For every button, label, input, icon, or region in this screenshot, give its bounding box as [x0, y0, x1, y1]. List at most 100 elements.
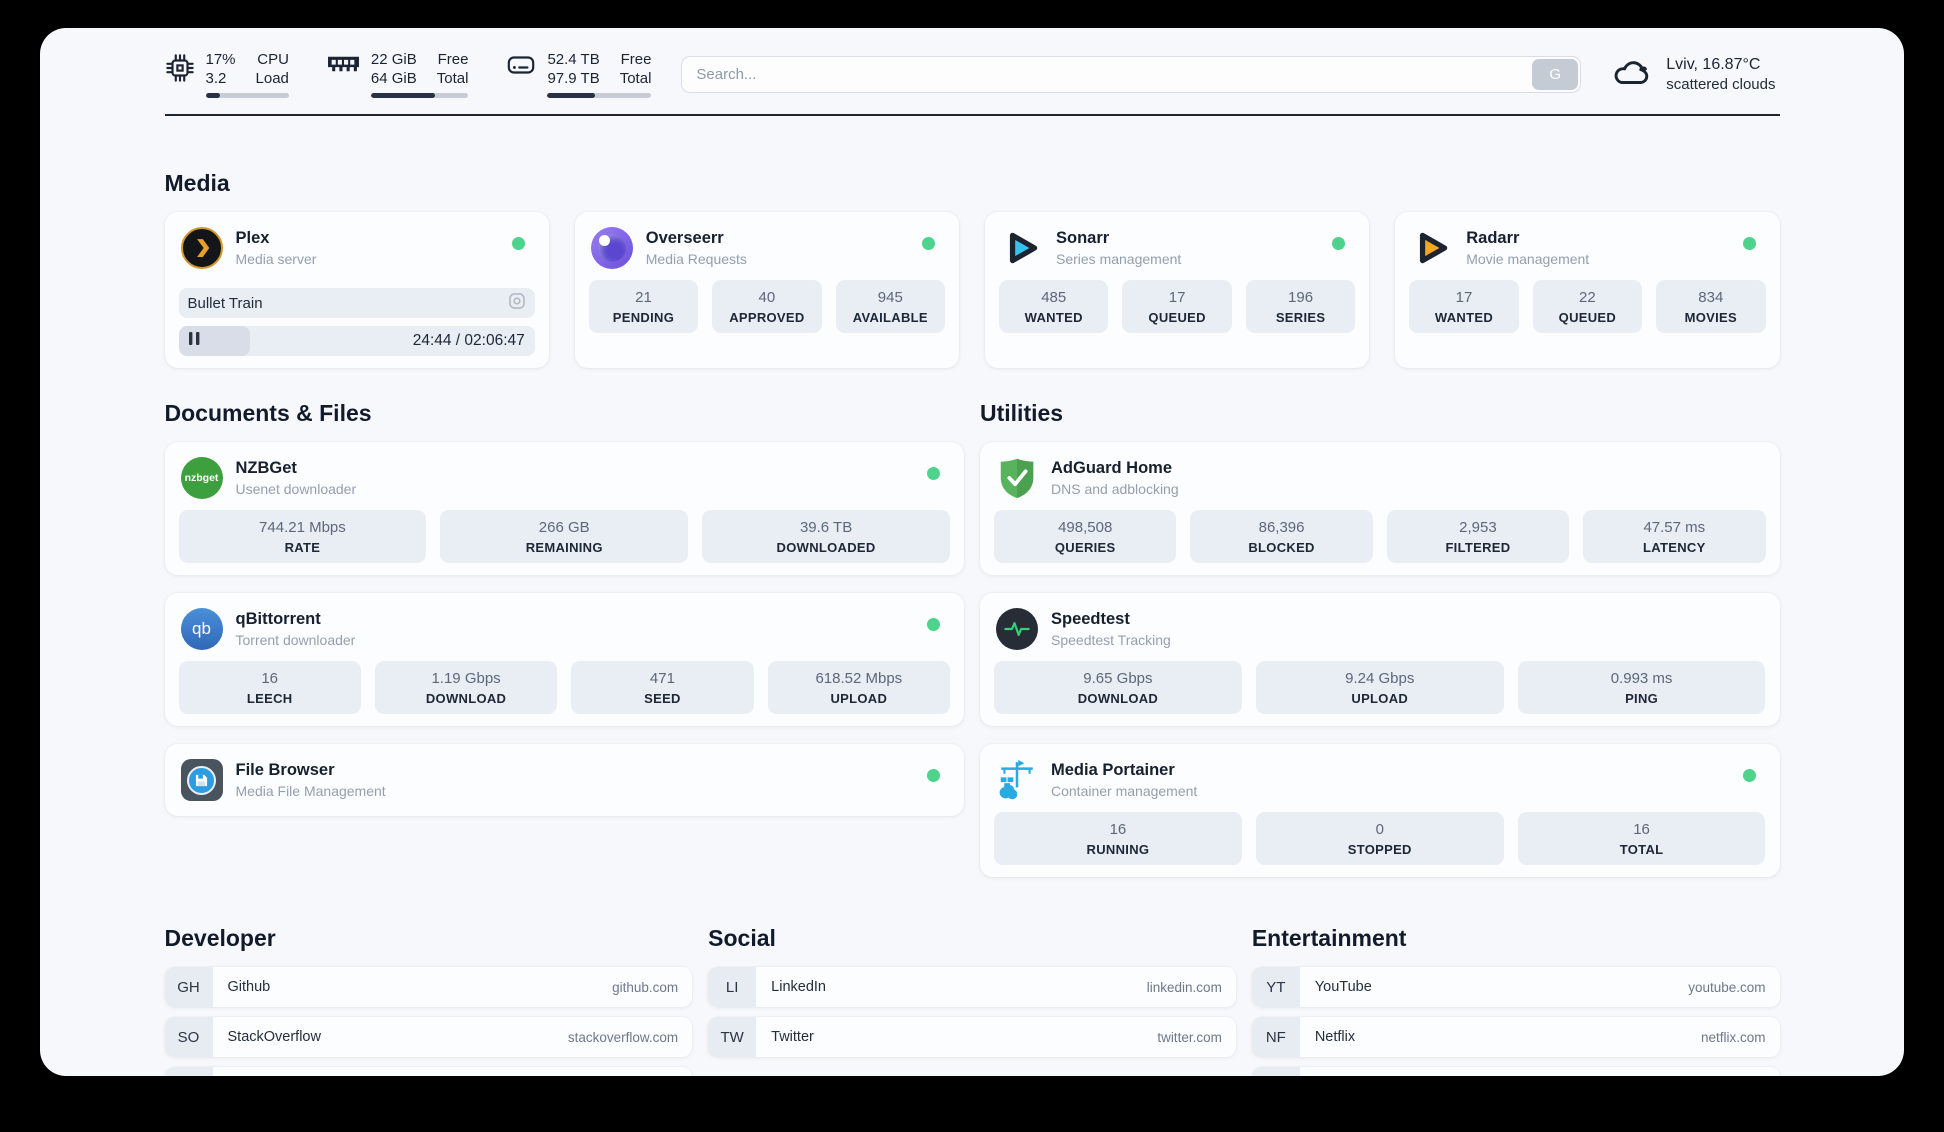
- disk-free-value: 52.4 TB: [547, 51, 600, 68]
- speedtest-icon: [996, 608, 1038, 650]
- stat-value: 744.21 Mbps: [259, 519, 346, 536]
- bookmark-url: netflix.com: [1700, 1029, 1766, 1045]
- app-card-plex[interactable]: Plex Media server Bullet Train: [164, 212, 549, 368]
- stat-ping: 0.993 ms PING: [1517, 661, 1766, 714]
- bookmark-reddit[interactable]: RE Reddit reddit.com: [1251, 1067, 1780, 1076]
- stat-value: 17: [1168, 289, 1186, 306]
- search-engine-button[interactable]: G: [1532, 58, 1579, 90]
- cloud-icon: [1611, 56, 1653, 93]
- stat-wanted: 17 WANTED: [1409, 280, 1519, 333]
- search-input[interactable]: [681, 55, 1582, 93]
- app-card-nzbget[interactable]: nzbget NZBGet Usenet downloader 744.21 M…: [164, 442, 964, 575]
- section-utilities: Utilities AdGuard Home: [980, 400, 1780, 877]
- disk-progress-bar: [547, 93, 652, 98]
- stat-label: FILTERED: [1445, 540, 1511, 555]
- app-description: Series management: [1056, 251, 1182, 267]
- stat-label: REMAINING: [525, 540, 603, 555]
- disk-progress-fill: [547, 93, 596, 98]
- memory-widget-body: 22 GiB Free 64 GiB Total: [370, 50, 469, 98]
- app-card-filebrowser[interactable]: File Browser Media File Management: [164, 744, 964, 816]
- stat-value: 22: [1579, 289, 1596, 306]
- status-dot-online: [922, 237, 935, 250]
- disk-widget: 52.4 TB Free 97.9 TB Total: [506, 50, 652, 98]
- stat-value: 40: [758, 289, 776, 306]
- bookmark-stackoverflow[interactable]: SO StackOverflow stackoverflow.com: [164, 1017, 693, 1057]
- portainer-icon: [996, 759, 1038, 801]
- bookmark-abbr: LI: [708, 967, 757, 1007]
- nzbget-titles: NZBGet Usenet downloader: [236, 459, 357, 497]
- status-dot-online: [1332, 237, 1346, 250]
- sonarr-icon: [1001, 227, 1043, 269]
- stat-label: BLOCKED: [1248, 540, 1315, 555]
- plex-time-text: 24:44 / 02:06:47: [412, 332, 525, 349]
- app-card-radarr[interactable]: Radarr Movie management 17 WANTED 22 QUE…: [1395, 212, 1780, 368]
- bookmark-group-social: Social LI LinkedIn linkedin.com TW Twitt…: [708, 925, 1236, 1076]
- stat-label: QUEUED: [1558, 310, 1617, 325]
- disk-total-label: Total: [619, 70, 652, 87]
- bookmark-abbr: RE: [1251, 1067, 1300, 1076]
- app-card-adguard[interactable]: AdGuard Home DNS and adblocking 498,508 …: [980, 442, 1780, 575]
- plex-icon: [180, 227, 223, 269]
- app-card-portainer[interactable]: Media Portainer Container management 16 …: [980, 744, 1780, 877]
- stat-label: SEED: [644, 691, 681, 706]
- qbittorrent-titles: qBittorrent Torrent downloader: [236, 610, 356, 648]
- app-description: Usenet downloader: [235, 481, 357, 497]
- disk-total-value: 97.9 TB: [547, 70, 600, 87]
- stat-available: 945 AVAILABLE: [835, 280, 946, 333]
- section-title-utilities: Utilities: [980, 400, 1064, 426]
- section-title-media: Media: [164, 170, 230, 196]
- stat-queued: 22 QUEUED: [1532, 280, 1643, 333]
- stat-value: 2,953: [1459, 519, 1497, 536]
- app-card-sonarr[interactable]: Sonarr Series management 485 WANTED 17 Q…: [985, 212, 1370, 368]
- stat-value: 498,508: [1058, 519, 1113, 536]
- app-description: Speedtest Tracking: [1051, 632, 1171, 648]
- plex-progress-bar: 24:44 / 02:06:47: [178, 326, 535, 356]
- disk-free-label: Free: [620, 51, 652, 68]
- stat-value: 9.65 Gbps: [1083, 670, 1153, 687]
- disk-icon: [506, 53, 536, 82]
- system-widgets: 17% CPU 3.2 Load: [165, 50, 652, 98]
- app-card-overseerr[interactable]: Overseerr Media Requests 21 PENDING 40 A…: [574, 212, 959, 368]
- header-divider: [164, 114, 1780, 116]
- bookmark-netflix[interactable]: NF Netflix netflix.com: [1251, 1017, 1780, 1057]
- pause-icon[interactable]: [188, 332, 200, 350]
- app-card-qbittorrent[interactable]: qb qBittorrent Torrent downloader 16 LEE…: [164, 593, 964, 726]
- app-description: Movie management: [1466, 251, 1590, 267]
- stat-blocked: 86,396 BLOCKED: [1190, 510, 1373, 563]
- stat-label: SERIES: [1275, 310, 1326, 325]
- weather-text: Lviv, 16.87°C scattered clouds: [1666, 56, 1775, 93]
- stat-download: 1.19 Gbps DOWNLOAD: [374, 661, 558, 714]
- status-dot-online: [927, 467, 940, 480]
- bookmark-github[interactable]: GH Github github.com: [164, 967, 693, 1007]
- stat-upload: 618.52 Mbps UPLOAD: [767, 661, 950, 714]
- bookmark-url: youtube.com: [1688, 979, 1766, 995]
- bookmark-twitter[interactable]: TW Twitter twitter.com: [708, 1017, 1236, 1057]
- stat-download: 9.65 Gbps DOWNLOAD: [994, 661, 1242, 714]
- app-description: DNS and adblocking: [1051, 481, 1179, 497]
- stat-value: 39.6 TB: [799, 519, 853, 536]
- stat-label: RATE: [284, 540, 321, 555]
- cpu-widget-body: 17% CPU 3.2 Load: [205, 50, 289, 98]
- bookmark-linkedin[interactable]: LI LinkedIn linkedin.com: [708, 967, 1236, 1007]
- status-dot-online: [511, 237, 525, 250]
- overseerr-icon: [590, 227, 633, 269]
- app-name: Overseerr: [645, 229, 724, 247]
- qbittorrent-icon: qb: [180, 608, 223, 650]
- sonarr-titles: Sonarr Series management: [1056, 229, 1181, 267]
- stat-label: DOWNLOAD: [1077, 691, 1159, 706]
- stat-seed: 471 SEED: [571, 661, 754, 714]
- bookmark-name: Github: [227, 979, 271, 995]
- stat-value: 471: [649, 670, 675, 687]
- bookmark-group-developer: Developer GH Github github.com SO StackO…: [164, 925, 693, 1076]
- bookmark-group-entertainment: Entertainment YT YouTube youtube.com NF …: [1251, 925, 1780, 1076]
- stat-queries: 498,508 QUERIES: [994, 510, 1177, 563]
- bookmark-youtube[interactable]: YT YouTube youtube.com: [1251, 967, 1780, 1007]
- app-description: Container management: [1051, 783, 1198, 799]
- top-bar: 17% CPU 3.2 Load: [165, 50, 1780, 98]
- stat-stopped: 0 STOPPED: [1255, 812, 1504, 865]
- app-card-speedtest[interactable]: Speedtest Speedtest Tracking 9.65 Gbps D…: [980, 593, 1780, 726]
- cpu-icon: [165, 53, 195, 88]
- disk-widget-body: 52.4 TB Free 97.9 TB Total: [547, 50, 652, 98]
- overseerr-titles: Overseerr Media Requests: [646, 229, 747, 267]
- bookmark-dev[interactable]: DT DEV dev.to: [164, 1067, 693, 1076]
